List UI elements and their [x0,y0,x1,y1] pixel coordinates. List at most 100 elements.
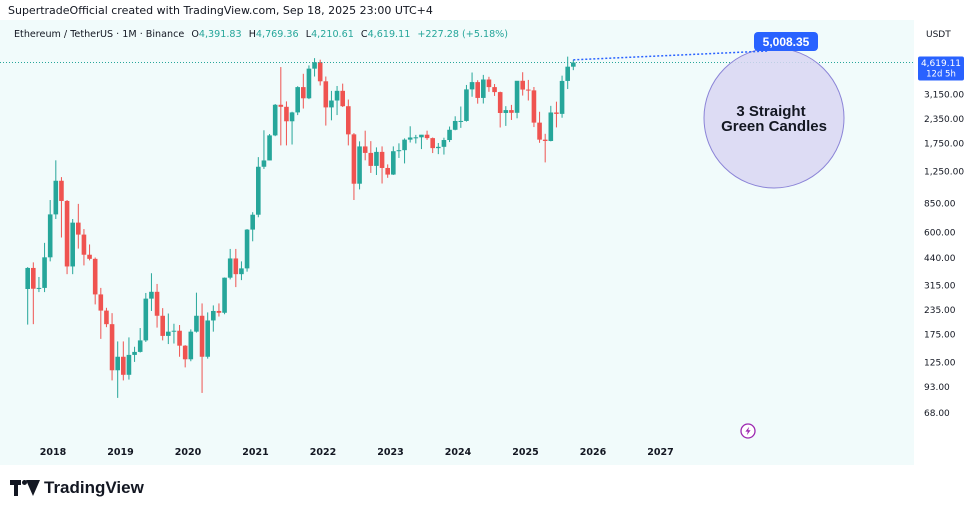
candle-2024-08[interactable] [497,91,503,128]
candle-2018-06[interactable] [81,229,87,266]
candle-2019-07[interactable] [154,283,160,328]
candle-2022-07[interactable] [357,141,362,190]
candle-2025-08[interactable] [565,56,570,90]
candle-2021-02[interactable] [261,130,267,169]
candle-2022-09[interactable] [368,141,374,173]
candle-2019-11[interactable] [177,325,182,357]
chart-frame[interactable]: 3 Straight Green Candles 5,008.35 Ethere… [0,20,974,465]
candle-2019-02[interactable] [126,337,132,380]
candle-2022-01[interactable] [323,76,329,126]
candle-2017-10[interactable] [36,276,42,293]
candle-2025-03[interactable] [537,111,542,143]
candle-2020-04[interactable] [205,312,210,359]
candle-2022-03[interactable] [334,85,340,116]
candle-2020-12[interactable] [250,212,255,242]
candle-2017-09[interactable] [31,262,36,325]
candle-2023-11[interactable] [447,126,452,143]
candle-2020-11[interactable] [244,229,250,272]
candle-2023-09[interactable] [436,142,441,155]
candle-2024-11[interactable] [514,80,520,119]
candle-2020-09[interactable] [233,248,239,288]
candle-2018-03[interactable] [64,200,70,275]
candle-2020-02[interactable] [194,292,199,333]
candle-2021-10[interactable] [306,65,312,100]
candle-2024-10[interactable] [509,104,514,120]
candle-2025-01[interactable] [526,79,531,101]
price-chart[interactable]: 3 Straight Green Candles 5,008.35 Ethere… [0,20,974,465]
candle-2018-10[interactable] [104,307,109,328]
candle-2024-05[interactable] [481,74,486,104]
candle-2020-10[interactable] [239,261,244,281]
candle-2025-06[interactable] [554,101,559,128]
candle-2017-12[interactable] [47,200,53,262]
candle-2021-07[interactable] [289,111,295,145]
candle-2019-05[interactable] [143,292,149,342]
candle-2024-12[interactable] [520,72,525,96]
candle-2019-10[interactable] [171,323,177,344]
candle-2021-05[interactable] [278,67,284,146]
candle-2022-04[interactable] [340,83,345,108]
currency-label[interactable]: USDT [926,30,951,40]
candle-2020-07[interactable] [222,277,227,315]
candle-2018-04[interactable] [70,218,75,275]
candle-2024-01[interactable] [458,106,464,128]
candle-2021-11[interactable] [312,58,317,77]
candle-2019-09[interactable] [166,313,171,345]
candle-2023-02[interactable] [396,143,402,158]
candle-2023-05[interactable] [413,134,419,144]
candle-2023-04[interactable] [407,126,413,143]
price-scale[interactable] [914,20,974,465]
candle-2023-07[interactable] [424,130,430,140]
candle-2022-10[interactable] [374,147,379,175]
candle-2021-04[interactable] [272,104,278,137]
candle-2021-06[interactable] [284,101,289,146]
candle-2018-02[interactable] [59,177,64,238]
candle-2023-03[interactable] [402,138,407,164]
candle-2017-08[interactable] [25,267,30,325]
candle-2022-06[interactable] [351,133,357,201]
candle-2023-01[interactable] [391,146,396,175]
candle-2024-04[interactable] [475,80,480,104]
candle-2021-03[interactable] [267,134,272,161]
candle-2019-04[interactable] [137,328,143,353]
candle-2023-06[interactable] [419,134,424,150]
candle-2025-05[interactable] [548,105,554,142]
candle-2022-12[interactable] [385,164,390,178]
candle-2025-02[interactable] [531,87,537,128]
candle-2018-07[interactable] [87,244,92,261]
symbol-name[interactable]: Ethereum / TetherUS · 1M · Binance [14,29,184,40]
candle-2025-04[interactable] [542,133,548,163]
candle-2018-08[interactable] [92,257,98,305]
callout-box[interactable] [754,32,818,51]
candle-2022-02[interactable] [329,90,334,121]
candle-2025-09[interactable] [571,59,576,71]
candle-2020-01[interactable] [188,329,194,362]
lightning-icon[interactable] [740,423,756,439]
candle-2019-03[interactable] [132,346,137,362]
candle-2023-08[interactable] [430,137,435,154]
candle-2018-05[interactable] [76,203,81,249]
candle-2021-08[interactable] [295,86,300,116]
candle-2020-05[interactable] [211,305,216,332]
candle-2024-09[interactable] [503,106,509,126]
candle-2020-08[interactable] [227,248,233,280]
candle-2021-09[interactable] [301,73,306,109]
candle-2020-06[interactable] [216,303,222,317]
candle-2019-12[interactable] [182,345,188,368]
candle-2022-08[interactable] [362,130,368,161]
candle-2024-07[interactable] [492,84,497,96]
candle-2024-02[interactable] [464,84,469,122]
candle-2019-01[interactable] [121,341,126,381]
candle-2022-11[interactable] [379,146,385,184]
candle-2024-03[interactable] [469,72,475,97]
candle-2023-12[interactable] [452,116,458,131]
tradingview-logo[interactable]: TradingView [10,477,144,499]
candle-2021-12[interactable] [317,59,323,86]
candle-2019-08[interactable] [160,308,165,341]
candle-2018-01[interactable] [53,160,59,219]
candle-2019-06[interactable] [149,273,154,311]
candle-2018-11[interactable] [109,313,115,381]
candle-2020-03[interactable] [199,303,205,393]
candle-2017-11[interactable] [42,242,47,293]
candle-2018-12[interactable] [115,341,120,398]
